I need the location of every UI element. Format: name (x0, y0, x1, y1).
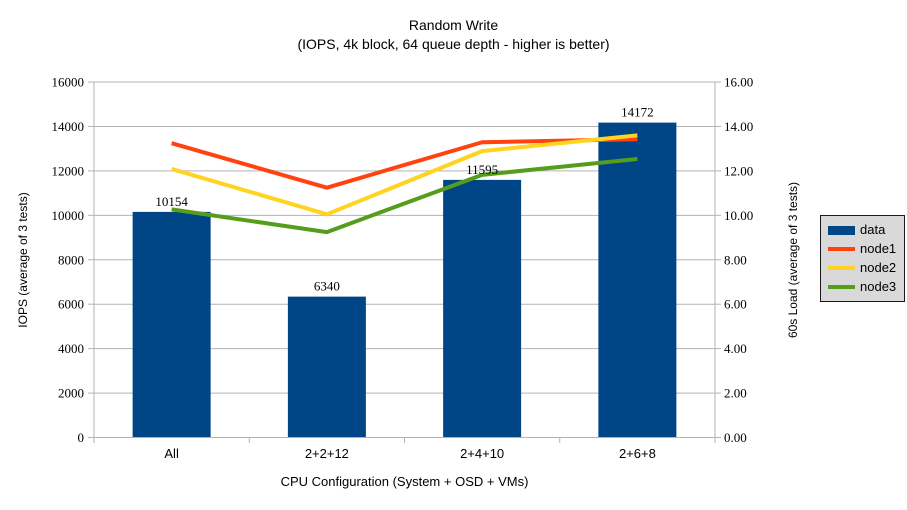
left-tick-label: 0 (78, 430, 85, 445)
line-node2 (171, 133, 638, 217)
category-label: 2+2+12 (305, 446, 349, 461)
bar-data (443, 179, 522, 438)
left-tick-label: 2000 (58, 386, 84, 401)
bar-value-label: 11595 (466, 162, 498, 177)
right-tick-label: 8.00 (724, 252, 747, 267)
left-tick-label: 16000 (52, 75, 85, 90)
right-tick-label: 10.00 (724, 208, 753, 223)
line-node1 (171, 137, 638, 190)
legend-label: node2 (860, 260, 897, 275)
right-tick-label: 2.00 (724, 386, 747, 401)
left-tick-label: 6000 (58, 297, 84, 312)
left-tick-label: 10000 (52, 208, 85, 223)
category-label: 2+6+8 (619, 446, 656, 461)
right-tick-label: 0.00 (724, 430, 747, 445)
line-node3 (171, 157, 638, 235)
legend-swatch-node1 (828, 247, 855, 251)
bar-value-label: 14172 (621, 105, 654, 120)
right-tick-label: 16.00 (724, 75, 753, 90)
legend-label: node3 (860, 279, 897, 294)
bar-data (598, 122, 677, 438)
x-axis-title: CPU Configuration (System + OSD + VMs) (280, 474, 529, 489)
right-tick-label: 12.00 (724, 163, 753, 178)
legend-swatch-data (828, 225, 855, 235)
legend-swatch-node2 (828, 266, 855, 270)
legend-label: node1 (860, 241, 897, 256)
legend-item-node3: node3 (828, 280, 898, 294)
right-tick-label: 4.00 (724, 341, 747, 356)
legend-swatch-node3 (828, 285, 855, 289)
chart-title: Random Write (408, 17, 499, 33)
left-tick-label: 8000 (58, 252, 84, 267)
right-tick-label: 14.00 (724, 119, 753, 134)
bar-value-label: 10154 (155, 194, 188, 209)
legend: data node1 node2 node3 (820, 215, 905, 302)
right-tick-label: 6.00 (724, 297, 747, 312)
left-tick-label: 4000 (58, 341, 84, 356)
left-tick-label: 12000 (52, 163, 85, 178)
legend-item-data: data (828, 223, 898, 237)
bar-data (287, 296, 366, 438)
category-label: All (164, 446, 179, 461)
legend-item-node1: node1 (828, 242, 898, 256)
chart-subtitle: (IOPS, 4k block, 64 queue depth - higher… (297, 36, 610, 52)
legend-item-node2: node2 (828, 261, 898, 275)
bar-value-label: 6340 (314, 279, 340, 294)
left-tick-label: 14000 (52, 119, 85, 134)
category-label: 2+4+10 (460, 446, 504, 461)
legend-label: data (860, 222, 886, 237)
bar-data (132, 211, 211, 438)
